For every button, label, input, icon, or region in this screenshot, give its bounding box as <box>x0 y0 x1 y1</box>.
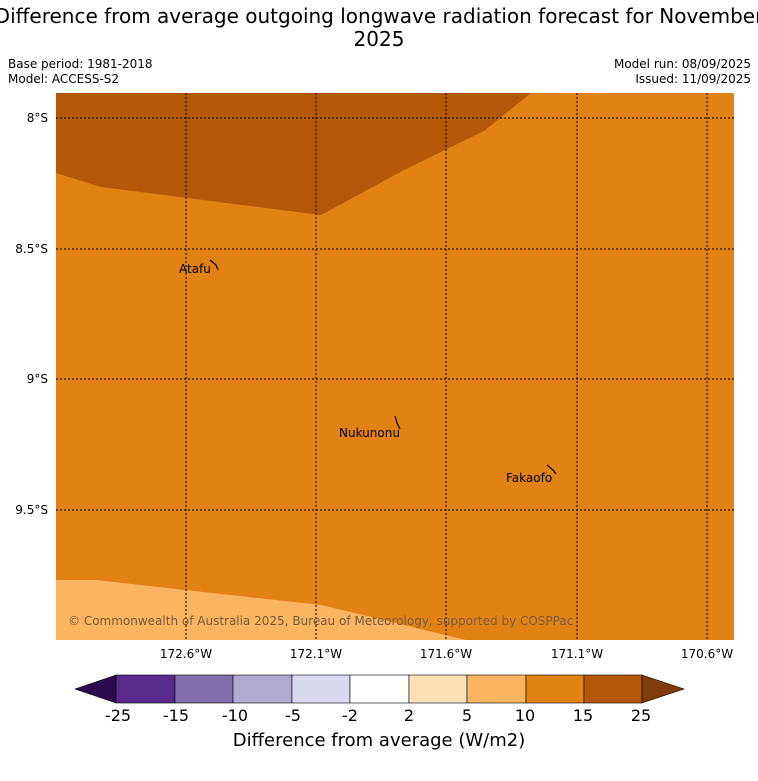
map-panel[interactable] <box>56 93 734 640</box>
colorbar-tick: -2 <box>342 706 358 725</box>
map-svg <box>56 93 734 640</box>
lat-label-9: 9°S <box>26 372 48 386</box>
colorbar-segment <box>583 674 643 704</box>
field-light <box>56 580 466 640</box>
copyright-notice: © Commonwealth of Australia 2025, Bureau… <box>68 614 574 628</box>
lat-label-8: 8°S <box>26 111 48 125</box>
island-atafu <box>209 259 219 271</box>
place-label-nukunonu: Nukunonu <box>339 426 400 440</box>
colorbar-extend-high <box>641 674 685 704</box>
map-title: Difference from average outgoing longwav… <box>0 4 758 51</box>
meta-left: Base period: 1981-2018 Model: ACCESS-S2 <box>8 57 153 87</box>
colorbar-segment <box>174 674 234 704</box>
colorbar-tick: 2 <box>403 706 415 725</box>
island-nukunonu <box>394 415 401 430</box>
colorbar-tick: 5 <box>461 706 473 725</box>
base-period: Base period: 1981-2018 <box>8 57 153 71</box>
colorbar-tick: -25 <box>104 706 132 725</box>
issued-date: Issued: 11/09/2025 <box>635 72 751 86</box>
colorbar-segment <box>349 674 410 704</box>
lon-label-171.1: 171.1°W <box>550 647 604 661</box>
lon-label-172.6: 172.6°W <box>159 647 213 661</box>
field-dark <box>56 93 531 215</box>
colorbar-tick: 25 <box>630 706 652 725</box>
colorbar-segment <box>466 674 527 704</box>
colorbar <box>74 674 685 704</box>
island-fakaofo <box>546 464 557 475</box>
lon-label-172.1: 172.1°W <box>289 647 343 661</box>
colorbar-tick: 15 <box>572 706 594 725</box>
model-name: Model: ACCESS-S2 <box>8 72 120 86</box>
place-label-atafu: Atafu <box>179 262 211 276</box>
colorbar-segment <box>408 674 468 704</box>
island-outlines <box>209 259 557 475</box>
lon-label-171.6: 171.6°W <box>419 647 473 661</box>
colorbar-segment <box>115 674 176 704</box>
colorbar-label: Difference from average (W/m2) <box>232 730 526 751</box>
lat-label-8.5: 8.5°S <box>15 242 48 256</box>
colorbar-segment <box>525 674 585 704</box>
colorbar-extend-low <box>74 674 117 704</box>
colorbar-segment <box>291 674 351 704</box>
colorbar-segment <box>232 674 293 704</box>
lon-label-170.6: 170.6°W <box>680 647 734 661</box>
colorbar-tick: 10 <box>514 706 536 725</box>
meta-right: Model run: 08/09/2025 Issued: 11/09/2025 <box>614 57 751 87</box>
place-label-fakaofo: Fakaofo <box>506 471 553 485</box>
model-run: Model run: 08/09/2025 <box>613 57 751 71</box>
colorbar-tick: -5 <box>285 706 301 725</box>
colorbar-tick: -10 <box>221 706 249 725</box>
graticule <box>56 93 734 640</box>
colorbar-tick: -15 <box>162 706 190 725</box>
lat-label-9.5: 9.5°S <box>15 503 48 517</box>
